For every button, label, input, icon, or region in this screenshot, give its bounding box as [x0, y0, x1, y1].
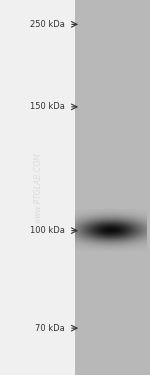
Bar	[75, 0, 150, 375]
Bar	[0, 0, 75, 375]
Text: 250 kDa: 250 kDa	[30, 20, 64, 29]
Text: www.PTGLAB.COM: www.PTGLAB.COM	[33, 152, 42, 223]
Text: 70 kDa: 70 kDa	[35, 324, 64, 333]
Text: 150 kDa: 150 kDa	[30, 102, 64, 111]
Text: 100 kDa: 100 kDa	[30, 226, 64, 235]
